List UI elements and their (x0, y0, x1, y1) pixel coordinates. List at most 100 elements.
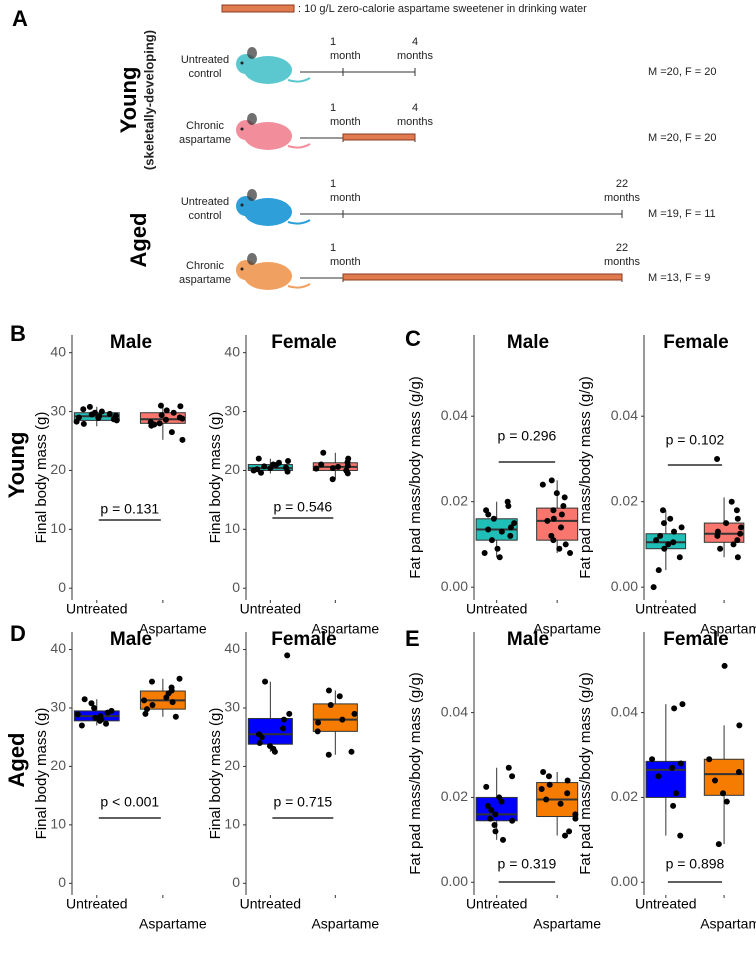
row-label: Aged (4, 733, 29, 788)
group-label: Young (116, 67, 141, 134)
data-point (736, 722, 743, 729)
box (312, 703, 358, 732)
p-value: p = 0.898 (666, 856, 725, 872)
data-point (507, 524, 514, 531)
data-point (677, 760, 684, 767)
data-point (677, 832, 684, 839)
x-tick-label: Untreated (240, 896, 301, 912)
start-label: 1 (330, 242, 336, 254)
start-label: month (330, 256, 361, 268)
start-label: month (330, 116, 361, 128)
data-point (88, 700, 95, 707)
data-point (254, 466, 261, 473)
mouse-ear (247, 47, 257, 59)
data-point (545, 773, 552, 780)
treatment-bar (342, 273, 623, 281)
end-label: months (604, 256, 641, 268)
data-point (483, 783, 490, 790)
data-point (98, 408, 105, 415)
data-point (655, 773, 662, 780)
x-tick-label: Untreated (635, 896, 696, 912)
data-point (676, 554, 683, 561)
data-point (500, 836, 507, 843)
end-label: months (397, 116, 434, 128)
data-point (286, 710, 293, 717)
row-label: Young (4, 432, 29, 499)
data-point (106, 410, 113, 417)
data-point (261, 463, 268, 470)
data-point (335, 463, 342, 470)
y-tick-label: 0 (232, 579, 240, 595)
y-tick-label: 10 (50, 520, 66, 536)
data-point (733, 507, 740, 514)
p-value: p = 0.319 (498, 856, 557, 872)
y-tick-label: 0.04 (611, 407, 638, 423)
p-value: p = 0.715 (273, 794, 332, 810)
mouse-head (236, 196, 256, 216)
data-point (113, 417, 120, 424)
data-point (282, 464, 289, 471)
data-point (279, 725, 286, 732)
data-point (80, 406, 87, 413)
mouse-body (244, 198, 292, 226)
y-tick-label: 30 (50, 699, 66, 715)
y-tick-label: 20 (224, 461, 240, 477)
p-value: p = 0.546 (273, 499, 332, 515)
y-tick-label: 40 (224, 343, 240, 359)
x-tick-label: Aspartame (700, 621, 756, 637)
data-point (659, 507, 666, 514)
data-point (91, 704, 98, 711)
group-sublabel: (skeletally-developing) (141, 30, 156, 170)
data-point (494, 545, 501, 552)
y-axis-label: Final body mass (g) (33, 708, 50, 840)
data-point (162, 416, 169, 423)
chart-title: Male (507, 332, 549, 353)
x-tick-label: Aspartame (139, 621, 207, 637)
box (536, 507, 579, 541)
data-point (318, 461, 325, 468)
data-point (488, 807, 495, 814)
mouse-head (236, 54, 256, 74)
x-tick-label: Aspartame (311, 916, 379, 932)
treatment-bar (342, 133, 416, 141)
y-tick-label: 0.00 (441, 873, 468, 889)
mouse-eye (240, 127, 244, 131)
data-point (142, 710, 149, 717)
y-tick-label: 20 (50, 757, 66, 773)
data-point (546, 781, 553, 788)
data-point (715, 841, 722, 848)
data-point (567, 549, 574, 556)
end-label: months (397, 50, 434, 62)
chart-title: Female (663, 332, 728, 353)
data-point (671, 528, 678, 535)
data-point (258, 469, 265, 476)
mouse-head (236, 260, 256, 280)
end-label: 4 (412, 36, 418, 48)
data-point (498, 528, 505, 535)
data-point (336, 693, 343, 700)
start-label: 1 (330, 178, 336, 190)
data-point (329, 476, 336, 483)
end-label: 4 (412, 102, 418, 114)
data-point (86, 403, 93, 410)
y-axis-label: Fat pad mass/body mass (g/g) (577, 376, 594, 579)
data-point (734, 515, 741, 522)
data-point (550, 515, 557, 522)
y-tick-label: 0.00 (611, 873, 638, 889)
data-point (168, 429, 175, 436)
data-point (176, 414, 183, 421)
legend-text: : 10 g/L zero-calorie aspartame sweetene… (298, 3, 587, 15)
data-point (172, 713, 179, 720)
data-point (717, 545, 724, 552)
data-point (557, 800, 564, 807)
data-point (492, 811, 499, 818)
data-point (148, 678, 155, 685)
box (703, 758, 745, 796)
data-point (343, 467, 350, 474)
mouse-tail (287, 283, 311, 289)
y-tick-label: 10 (50, 816, 66, 832)
data-point (653, 537, 660, 544)
data-point (665, 541, 672, 548)
data-point (560, 502, 567, 509)
